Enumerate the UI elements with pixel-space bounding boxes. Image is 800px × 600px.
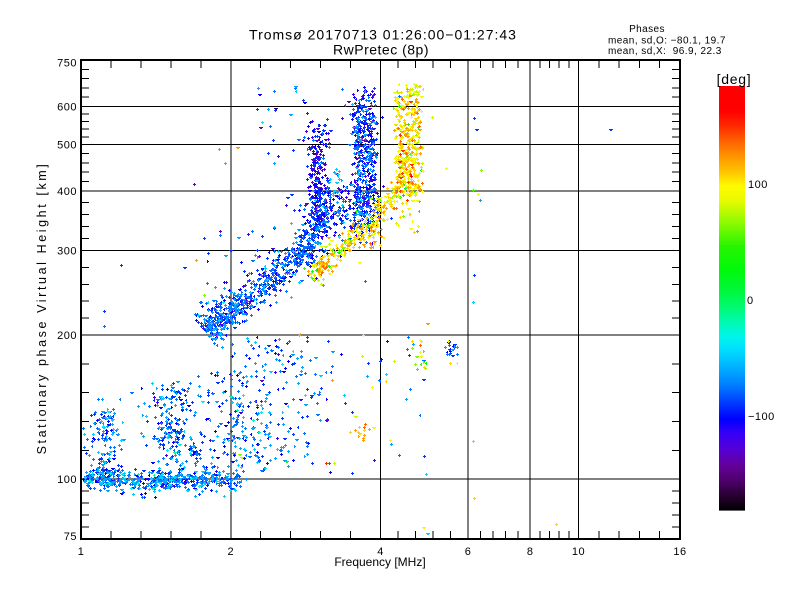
svg-text:400: 400 bbox=[57, 186, 77, 198]
svg-text:Phases: Phases bbox=[629, 24, 665, 35]
svg-text:Stationary phase Virtual Heigh: Stationary phase Virtual Height [km] bbox=[35, 162, 49, 455]
svg-text:75: 75 bbox=[64, 531, 77, 543]
svg-text:100: 100 bbox=[748, 179, 768, 191]
svg-text:500: 500 bbox=[57, 139, 77, 151]
svg-text:4: 4 bbox=[377, 546, 384, 558]
svg-text:6: 6 bbox=[465, 546, 472, 558]
svg-text:200: 200 bbox=[57, 330, 77, 342]
svg-text:2: 2 bbox=[227, 546, 234, 558]
svg-text:−100: −100 bbox=[748, 411, 775, 423]
svg-text:Tromsø 20170713 01:26:00−01:27: Tromsø 20170713 01:26:00−01:27:43 bbox=[249, 27, 517, 43]
svg-text:300: 300 bbox=[57, 246, 77, 258]
svg-text:8: 8 bbox=[527, 546, 534, 558]
svg-text:0: 0 bbox=[747, 295, 754, 307]
svg-text:600: 600 bbox=[57, 101, 77, 113]
svg-text:1: 1 bbox=[78, 546, 85, 558]
svg-text:mean, sd,X: 96.9, 22.3: mean, sd,X: 96.9, 22.3 bbox=[608, 46, 722, 57]
svg-text:RwPretec (8p): RwPretec (8p) bbox=[333, 41, 429, 57]
svg-text:mean, sd,O: −80.1, 19.7: mean, sd,O: −80.1, 19.7 bbox=[608, 36, 726, 47]
svg-text:Frequency [MHz]: Frequency [MHz] bbox=[334, 555, 425, 569]
svg-text:16: 16 bbox=[673, 546, 686, 558]
svg-text:10: 10 bbox=[572, 546, 585, 558]
svg-text:[deg]: [deg] bbox=[717, 71, 752, 87]
svg-text:750: 750 bbox=[57, 58, 77, 70]
svg-text:100: 100 bbox=[57, 474, 77, 486]
